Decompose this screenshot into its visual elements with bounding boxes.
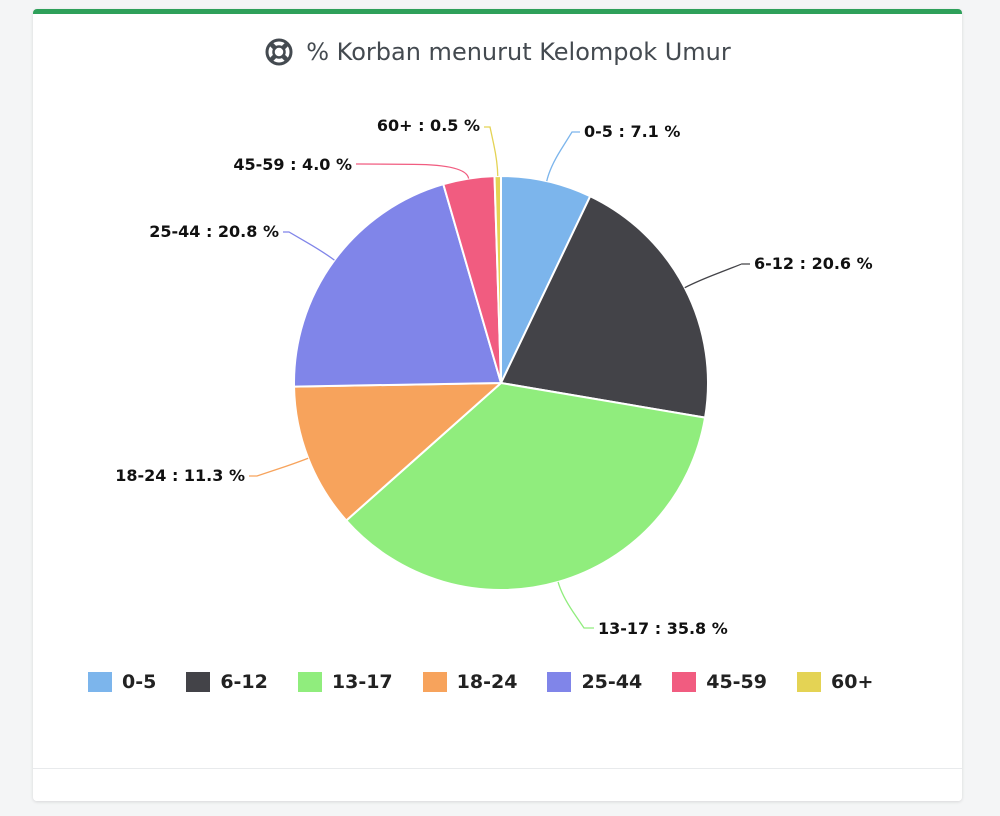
legend-swatch [422, 672, 447, 692]
chart-card: % Korban menurut Kelompok Umur [33, 9, 962, 801]
legend-swatch [88, 672, 112, 692]
connector-45-59 [356, 163, 470, 179]
connector-25-44 [283, 231, 335, 261]
legend-label: 25-44 [581, 671, 643, 693]
connector-18-24 [249, 457, 309, 477]
legend-label: 18-24 [456, 671, 518, 693]
legend-item-18-24[interactable]: 18-24 [422, 670, 518, 694]
legend-label: 45-59 [706, 671, 767, 693]
legend-swatch [297, 672, 322, 692]
legend-item-6-12[interactable]: 6-12 [186, 670, 268, 694]
connector-6-12 [684, 263, 750, 289]
legend-label: 6-12 [220, 671, 268, 693]
chart-header: % Korban menurut Kelompok Umur [33, 32, 962, 72]
legend-item-13-17[interactable]: 13-17 [297, 670, 393, 694]
legend-label: 13-17 [331, 671, 393, 693]
connector-60+ [484, 126, 499, 177]
legend-swatch [547, 672, 572, 692]
card-footer [33, 768, 962, 801]
pie-slice-6-12[interactable] [500, 195, 709, 419]
connector-0-5 [546, 131, 580, 182]
pie-slice-60+[interactable] [493, 175, 502, 384]
data-label-18-24: 18-24 : 11.3 % [115, 466, 245, 485]
legend-item-25-44[interactable]: 25-44 [547, 670, 642, 694]
life-ring-icon [265, 38, 293, 66]
chart-legend: 0-5 6-12 13-17 18-24 25-44 45-59 60+ [88, 670, 888, 694]
legend-item-60+[interactable]: 60+ [797, 670, 873, 694]
legend-label: 0-5 [122, 671, 157, 693]
data-label-13-17: 13-17 : 35.8 % [598, 619, 728, 638]
data-label-60+: 60+ : 0.5 % [377, 116, 480, 135]
legend-swatch [797, 672, 821, 692]
data-label-0-5: 0-5 : 7.1 % [584, 122, 680, 141]
legend-swatch [186, 672, 211, 692]
pie-slice-25-44[interactable] [293, 183, 502, 388]
legend-label: 60+ [831, 671, 874, 693]
chart-title: % Korban menurut Kelompok Umur [306, 38, 731, 66]
pie-slice-13-17[interactable] [345, 382, 707, 591]
legend-item-45-59[interactable]: 45-59 [672, 670, 767, 694]
data-label-45-59: 45-59 : 4.0 % [233, 155, 352, 174]
pie-slice-18-24[interactable] [293, 382, 502, 522]
data-label-6-12: 6-12 : 20.6 % [754, 254, 873, 273]
legend-item-0-5[interactable]: 0-5 [88, 670, 156, 694]
data-label-25-44: 25-44 : 20.8 % [149, 222, 279, 241]
legend-swatch [672, 672, 697, 692]
connector-13-17 [557, 581, 594, 629]
